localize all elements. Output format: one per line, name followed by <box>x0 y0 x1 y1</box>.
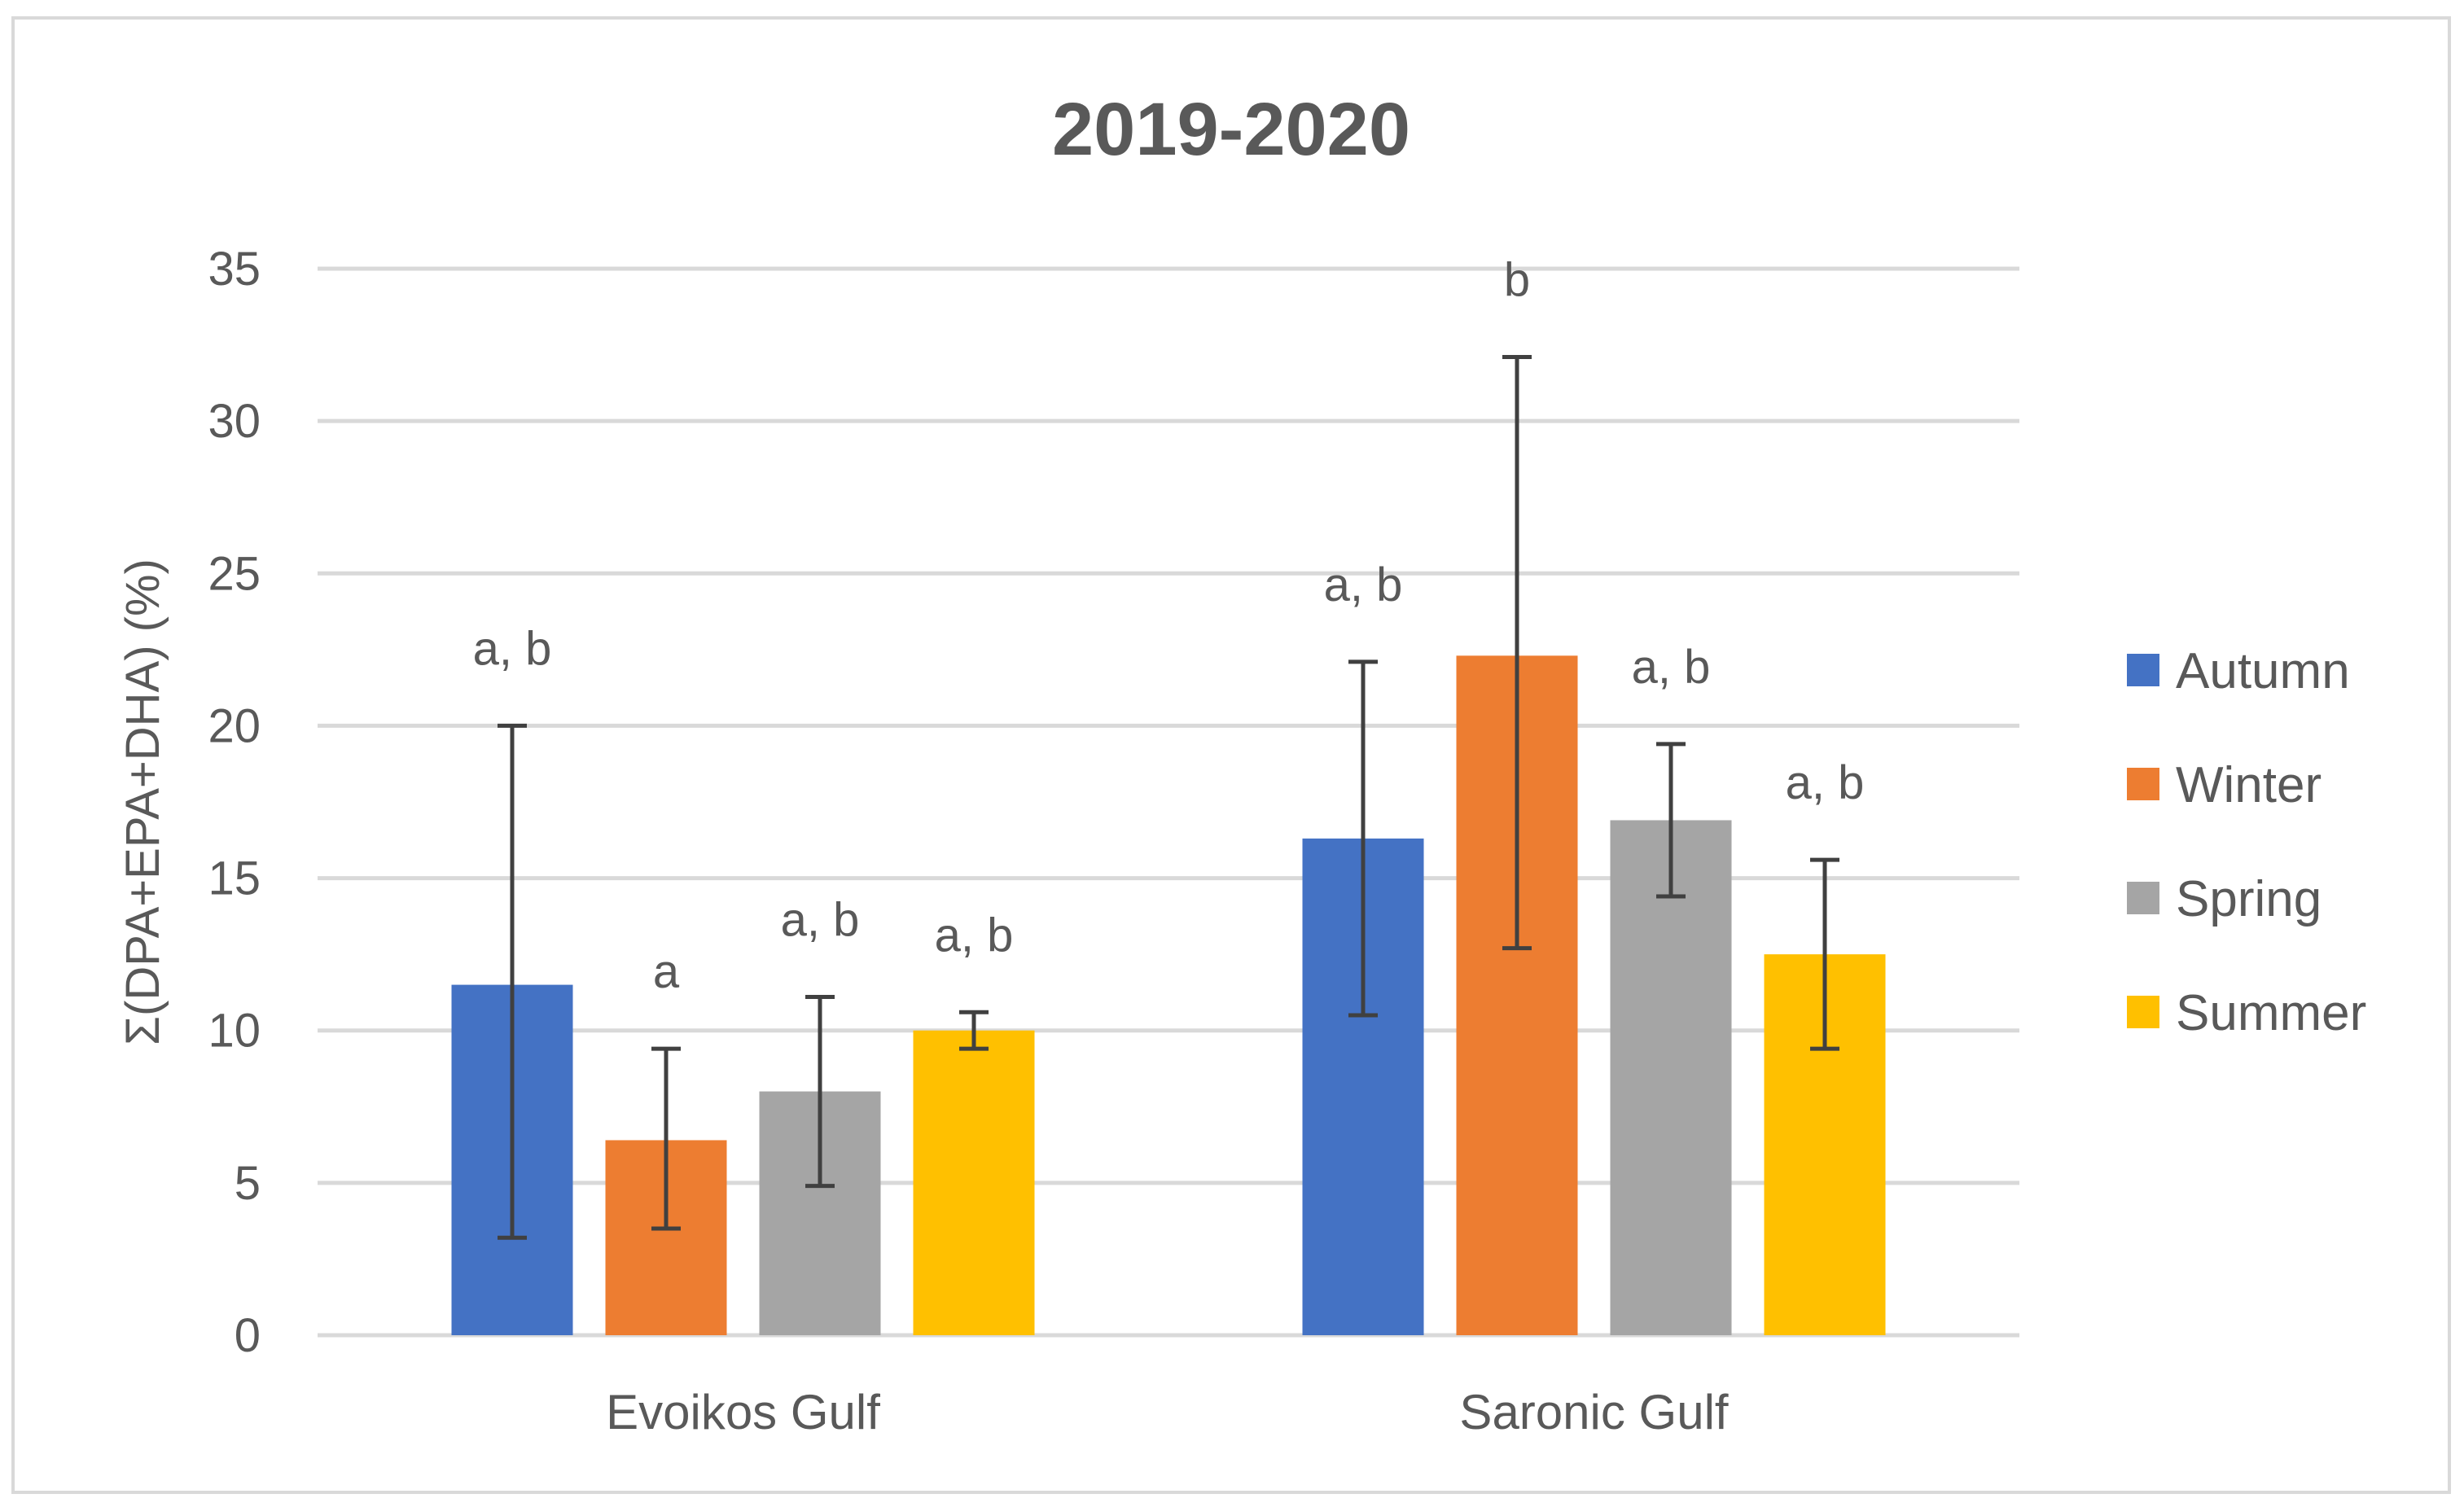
y-tick-label: 0 <box>235 1309 261 1362</box>
legend-item-summer: Summer <box>2127 985 2366 1041</box>
legend-label: Spring <box>2176 871 2322 927</box>
y-tick-label: 5 <box>235 1157 261 1210</box>
x-tick-label: Saronic Gulf <box>1459 1385 1728 1439</box>
significance-label: a, b <box>1324 559 1403 611</box>
bar-spring <box>1610 820 1732 1335</box>
y-tick-label: 30 <box>208 395 261 448</box>
x-tick-label: Evoikos Gulf <box>606 1385 880 1439</box>
legend-item-winter: Winter <box>2127 757 2322 813</box>
significance-label: a, b <box>1632 641 1711 694</box>
chart-frame <box>11 16 2451 1494</box>
legend-label: Winter <box>2176 757 2322 813</box>
bar-summer <box>913 1030 1035 1335</box>
significance-label: a <box>653 945 680 998</box>
y-tick-label: 15 <box>208 852 261 905</box>
y-axis-label: Σ(DPA+EPA+DHA) (%) <box>116 559 169 1045</box>
y-tick-label: 25 <box>208 547 261 600</box>
y-tick-label: 10 <box>208 1005 261 1058</box>
y-tick-label: 20 <box>208 699 261 752</box>
legend-label: Autumn <box>2176 643 2350 699</box>
significance-label: a, b <box>473 622 552 675</box>
legend-item-spring: Spring <box>2127 871 2322 927</box>
y-tick-label: 35 <box>208 243 261 296</box>
legend-swatch <box>2127 654 2159 686</box>
legend-swatch <box>2127 768 2159 800</box>
legend-item-autumn: Autumn <box>2127 643 2350 699</box>
legend-swatch <box>2127 996 2159 1028</box>
legend-swatch <box>2127 882 2159 914</box>
chart-title: 2019-2020 <box>1052 88 1410 171</box>
significance-label: b <box>1504 254 1530 307</box>
significance-label: a, b <box>1786 756 1865 809</box>
significance-label: a, b <box>781 894 860 947</box>
significance-label: a, b <box>935 909 1014 962</box>
legend-label: Summer <box>2176 985 2366 1041</box>
